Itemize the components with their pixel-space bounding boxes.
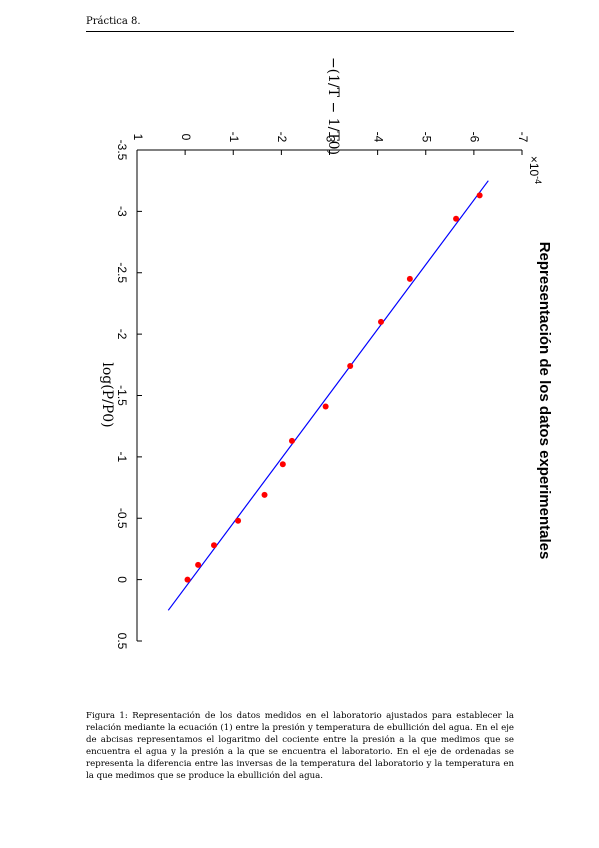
data-point xyxy=(195,561,202,568)
y-tick-label: -3 xyxy=(323,132,337,143)
data-point xyxy=(261,491,268,498)
x-axis-label: log(P/P0) xyxy=(99,362,115,427)
data-point xyxy=(211,542,217,549)
chart-title: Representación de los datos experimental… xyxy=(536,242,553,560)
data-point xyxy=(347,363,354,370)
y-tick-label: -4 xyxy=(371,132,385,143)
y-tick-label: -1 xyxy=(227,132,241,143)
page-header: Práctica 8. xyxy=(86,16,141,27)
data-point xyxy=(288,437,295,444)
y-tick-label: -2 xyxy=(275,132,289,143)
fit-line xyxy=(167,180,489,611)
y-tick-label: -5 xyxy=(420,132,434,143)
data-point xyxy=(476,192,483,199)
x-tick-label: -3.5 xyxy=(115,140,129,161)
data-point xyxy=(453,215,460,222)
x-tick-label: -2.5 xyxy=(115,262,129,283)
x-tick-label: -1.5 xyxy=(115,385,129,406)
data-point xyxy=(406,275,413,282)
x-tick-label: 0.5 xyxy=(115,633,129,650)
data-point xyxy=(184,576,191,583)
data-point xyxy=(235,517,242,524)
x-tick-label: -2 xyxy=(115,329,129,340)
data-point xyxy=(377,318,384,325)
x-tick-label: -1 xyxy=(115,452,129,463)
figure-caption: Figura 1: Representación de los datos me… xyxy=(86,711,514,781)
y-tick-label: 1 xyxy=(131,134,145,141)
y-tick-label: -6 xyxy=(468,132,482,143)
data-point xyxy=(322,403,329,410)
data-point xyxy=(279,461,286,468)
x-tick-label: -3 xyxy=(115,206,129,217)
x-tick-label: -0.5 xyxy=(115,508,129,529)
y-axis-label: −(1/T − 1/T0) xyxy=(325,57,341,155)
y-multiplier-label: ×10-4 xyxy=(527,156,543,184)
y-tick-label: 0 xyxy=(179,134,193,141)
x-tick-label: 0 xyxy=(115,576,129,583)
header-rule xyxy=(86,31,514,32)
y-tick-label: -7 xyxy=(516,132,530,143)
